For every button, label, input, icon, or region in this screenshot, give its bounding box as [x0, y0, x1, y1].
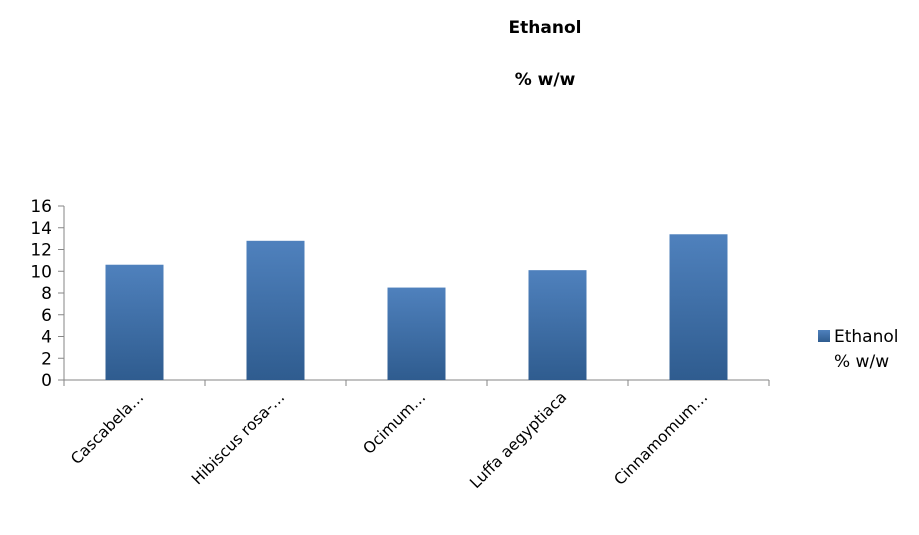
y-tick-label: 2	[41, 349, 52, 369]
legend: Ethanol % w/w	[818, 327, 899, 372]
bar	[669, 234, 728, 380]
y-tick-label: 16	[30, 197, 52, 217]
bars	[105, 234, 728, 380]
legend-label-line-1: Ethanol	[834, 327, 899, 347]
y-tick-label: 0	[41, 371, 52, 391]
x-tick-label: Cascabela…	[67, 388, 147, 468]
chart-title-line-1: Ethanol	[509, 18, 582, 38]
bar	[387, 287, 446, 380]
chart-title-line-2: % w/w	[515, 70, 576, 90]
y-tick-label: 10	[30, 262, 52, 282]
bar	[528, 270, 587, 380]
y-tick-label: 6	[41, 306, 52, 326]
y-tick-label: 8	[41, 284, 52, 304]
x-tick-labels: Cascabela… Hibiscus rosa-… Ocimum… Luffa ae…	[67, 388, 711, 492]
chart-title: Ethanol % w/w	[509, 18, 582, 90]
x-tick-label: Hibiscus rosa-…	[188, 388, 288, 488]
y-tick-label: 14	[30, 219, 52, 239]
legend-label-line-2: % w/w	[834, 352, 889, 372]
bar	[246, 240, 305, 380]
x-tick-label: Luffa aegyptiaca	[466, 388, 570, 492]
bar	[105, 264, 164, 380]
x-tick-label: Ocimum…	[360, 388, 430, 458]
x-axis	[63, 379, 770, 386]
y-tick-label: 12	[30, 241, 52, 261]
y-tick-label: 4	[41, 328, 52, 348]
x-tick-label: Cinnamomum…	[611, 388, 712, 489]
legend-swatch	[818, 330, 830, 342]
